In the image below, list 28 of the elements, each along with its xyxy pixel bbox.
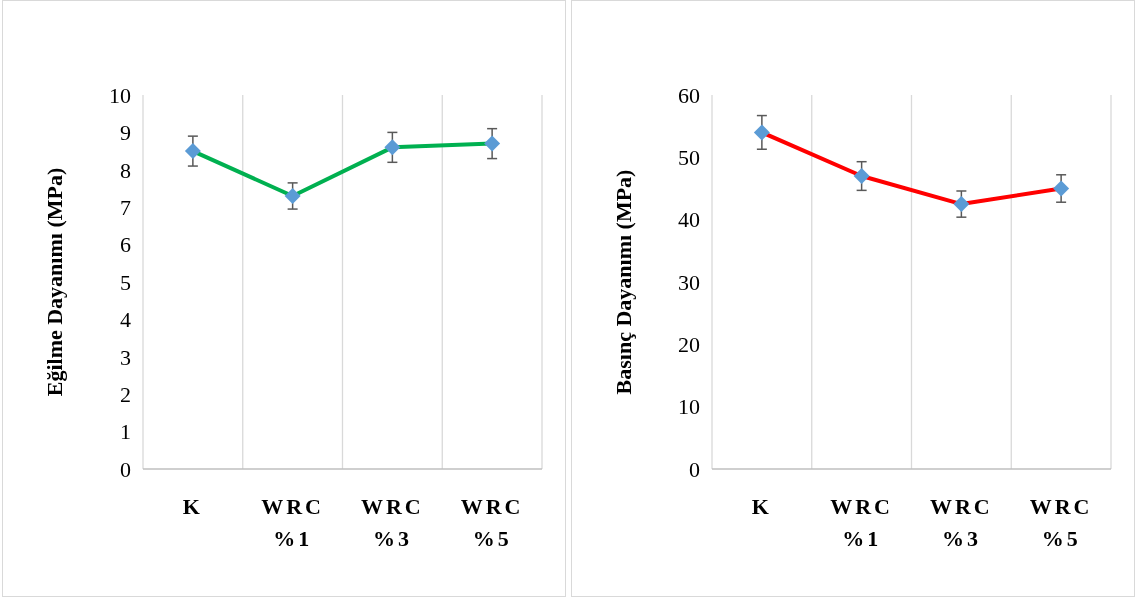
y-tick-label: 1	[120, 419, 131, 445]
y-tick-label: 10	[678, 394, 700, 420]
y-axis-title: Eğilme Dayanımı (MPa)	[42, 167, 67, 397]
x-tick-label: WRC %5	[460, 494, 524, 551]
y-tick-label: 60	[678, 82, 700, 108]
y-tick-label: 0	[120, 456, 131, 482]
y-tick-label: 2	[120, 381, 131, 407]
x-tick-label: WRC %3	[360, 494, 424, 551]
y-tick-label: 9	[120, 120, 131, 146]
y-tick-label: 10	[109, 82, 131, 108]
y-tick-label: 7	[120, 194, 131, 220]
x-tick-label: K	[751, 494, 772, 519]
y-tick-label: 5	[120, 269, 131, 295]
x-tick-label: WRC %1	[830, 494, 894, 551]
x-tick-label: WRC %1	[261, 494, 325, 551]
x-tick-label: WRC %3	[929, 494, 993, 551]
y-tick-label: 3	[120, 344, 131, 370]
y-tick-label: 6	[120, 232, 131, 258]
y-tick-label: 40	[678, 207, 700, 233]
y-tick-label: 30	[678, 269, 700, 295]
x-tick-label: WRC %5	[1029, 494, 1093, 551]
x-tick-label: K	[182, 494, 203, 519]
y-tick-label: 50	[678, 145, 700, 171]
y-tick-label: 20	[678, 332, 700, 358]
y-tick-label: 8	[120, 157, 131, 183]
y-axis-title: Basınç Dayanımı (MPa)	[611, 169, 636, 395]
y-tick-label: 4	[120, 307, 131, 333]
y-tick-label: 0	[689, 456, 700, 482]
